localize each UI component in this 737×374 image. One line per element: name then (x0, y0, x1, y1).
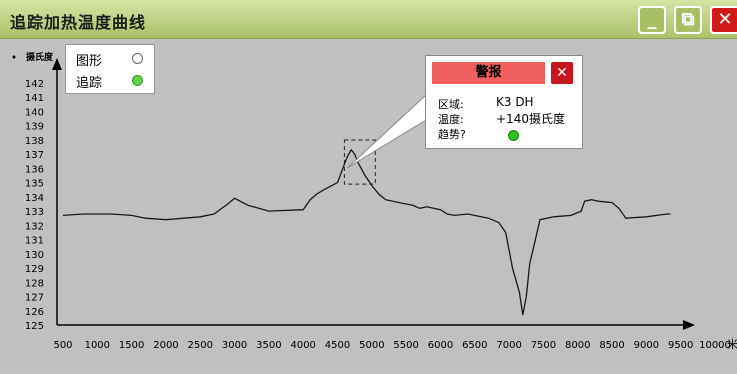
y-tick-label: 127 (25, 293, 44, 304)
x-axis-label: 米 (727, 338, 737, 351)
y-tick-label: 132 (25, 221, 44, 232)
minimize-button[interactable]: _ (638, 6, 666, 34)
x-tick-label: 6500 (462, 340, 487, 351)
alarm-close-button[interactable]: ✕ (551, 62, 573, 84)
x-tick-label: 4000 (290, 340, 315, 351)
y-tick-label: 125 (25, 321, 44, 332)
window-title: 追踪加热温度曲线 (10, 13, 147, 32)
y-tick-label: 136 (25, 164, 44, 175)
y-tick-label: 135 (25, 179, 44, 190)
title-bar: 追踪加热温度曲线 _ ⧉ ✕ (0, 0, 737, 39)
temperature-label: 温度: (438, 113, 464, 126)
x-tick-label: 3500 (256, 340, 281, 351)
y-tick-label: 141 (25, 93, 44, 104)
restore-button[interactable]: ⧉ (674, 6, 702, 34)
y-tick-label: 128 (25, 278, 44, 289)
x-axis-arrow (683, 320, 695, 330)
x-tick-label: 3000 (222, 340, 247, 351)
hollow-circle-icon (132, 53, 143, 64)
legend-label-shape: 图形 (76, 54, 103, 69)
y-tick-label: 131 (25, 236, 44, 247)
alarm-title: 警报 (432, 62, 545, 84)
x-tick-label: 2500 (188, 340, 213, 351)
temperature-value: +140摄氏度 (496, 112, 565, 126)
x-tick-label: 5000 (359, 340, 384, 351)
close-button[interactable]: ✕ (710, 6, 737, 34)
x-tick-label: 500 (53, 340, 72, 351)
x-tick-label: 1000 (85, 340, 110, 351)
y-axis-label-bullet (12, 55, 16, 59)
alarm-popup: 警报 ✕ 区域: K3 DH 温度: +140摄氏度 趋势? (425, 55, 583, 149)
filled-circle-icon (132, 75, 143, 86)
x-tick-label: 7000 (496, 340, 521, 351)
trend-indicator-icon (508, 130, 519, 141)
legend: 图形 追踪 (65, 44, 155, 94)
trend-label: 趋势? (438, 128, 466, 141)
x-tick-label: 9000 (634, 340, 659, 351)
y-tick-label: 139 (25, 122, 44, 133)
x-tick-label: 6000 (428, 340, 453, 351)
legend-label-trace: 追踪 (76, 76, 103, 91)
zone-label: 区域: (438, 98, 464, 111)
x-tick-label: 7500 (531, 340, 556, 351)
y-tick-label: 126 (25, 307, 44, 318)
y-axis-label: 摄氏度 (26, 51, 54, 63)
y-tick-label: 129 (25, 264, 44, 275)
y-axis-arrow (52, 58, 62, 70)
y-tick-label: 137 (25, 150, 44, 161)
y-tick-label: 142 (25, 79, 44, 90)
x-tick-label: 1500 (119, 340, 144, 351)
x-tick-label: 9500 (668, 340, 693, 351)
y-tick-label: 138 (25, 136, 44, 147)
zone-value: K3 DH (496, 95, 534, 109)
x-tick-label: 5500 (393, 340, 418, 351)
series-line-trace (62, 148, 671, 316)
x-tick-label: 8500 (599, 340, 624, 351)
x-tick-label: 2000 (153, 340, 178, 351)
x-tick-label: 4500 (325, 340, 350, 351)
x-tick-label: 8000 (565, 340, 590, 351)
y-tick-label: 140 (25, 107, 44, 118)
x-tick-label: 10000 (699, 340, 731, 351)
y-tick-label: 130 (25, 250, 44, 261)
y-tick-label: 133 (25, 207, 44, 218)
alarm-callout-pointer (346, 93, 427, 169)
y-tick-label: 134 (25, 193, 44, 204)
alarm-highlight-box (343, 139, 376, 185)
